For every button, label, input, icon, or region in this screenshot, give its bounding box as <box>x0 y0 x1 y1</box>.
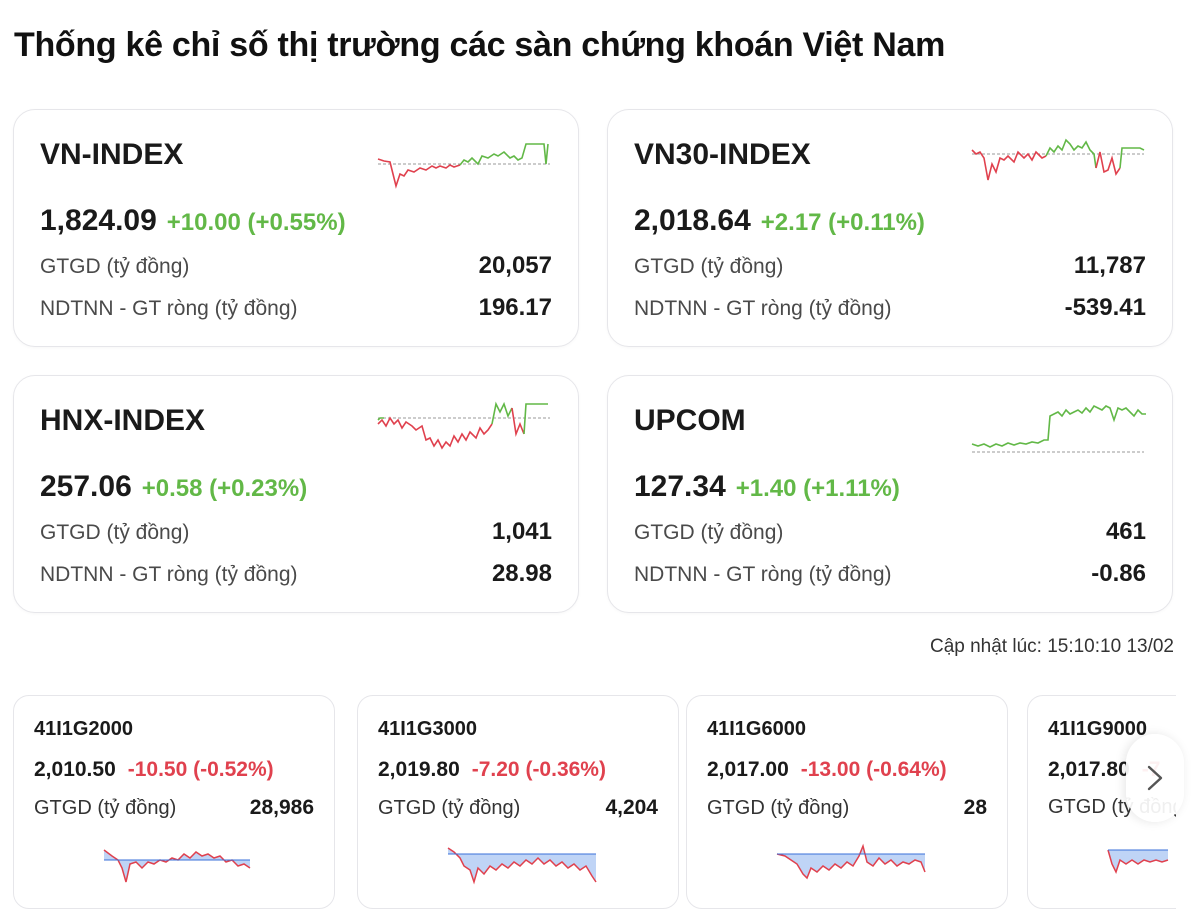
index-change: +1.40 (+1.11%) <box>735 475 900 502</box>
futures-value: 2,019.80 -7.20 (-0.36%) <box>378 758 606 781</box>
foreign-net-row: NDTNN - GT ròng (tỷ đồng) -539.41 <box>634 294 1146 321</box>
carousel-next-button[interactable] <box>1126 734 1184 822</box>
turnover-row: GTGD (tỷ đồng) 461 <box>634 518 1146 545</box>
futures-sparkline <box>1107 849 1169 874</box>
index-change: +10.00 (+0.55%) <box>166 209 346 236</box>
sparkline-chart <box>971 138 1145 181</box>
turnover-row: GTGD (tỷ đồng) 4,204 <box>378 796 658 819</box>
page-title: Thống kê chỉ số thị trường các sàn chứng… <box>14 26 946 64</box>
foreign-net-row: NDTNN - GT ròng (tỷ đồng) 196.17 <box>40 294 552 321</box>
index-name: HNX-INDEX <box>40 404 206 437</box>
futures-name: 41I1G6000 <box>707 718 806 740</box>
index-name: UPCOM <box>634 404 746 437</box>
futures-name: 41I1G2000 <box>34 718 133 740</box>
index-card-upcom[interactable]: UPCOM 127.34 +1.40 (+1.11%) GTGD (tỷ đồng… <box>607 375 1173 613</box>
futures-change: -13.00 (-0.64%) <box>800 758 947 781</box>
futures-value: 2,010.50 -10.50 (-0.52%) <box>34 758 274 781</box>
futures-sparkline <box>776 843 926 880</box>
index-change: +0.58 (+0.23%) <box>141 475 308 502</box>
futures-change: -7.20 (-0.36%) <box>471 758 606 781</box>
futures-value: 2,017.00 -13.00 (-0.64%) <box>707 758 947 781</box>
futures-card-41i1g3000[interactable]: 41I1G3000 2,019.80 -7.20 (-0.36%) GTGD (t… <box>357 695 679 909</box>
index-value: 127.34 +1.40 (+1.11%) <box>634 470 900 503</box>
sparkline-chart <box>971 404 1146 453</box>
futures-carousel[interactable]: 41I1G2000 2,010.50 -10.50 (-0.52%) GTGD (… <box>0 692 1176 912</box>
index-card-vn30-index[interactable]: VN30-INDEX 2,018.64 +2.17 (+0.11%) GTGD (… <box>607 109 1173 347</box>
futures-sparkline <box>447 847 597 885</box>
index-change: +2.17 (+0.11%) <box>760 209 925 236</box>
futures-name: 41I1G3000 <box>378 718 477 740</box>
turnover-row: GTGD (tỷ đồng) 28,986 <box>34 796 314 819</box>
turnover-row: GTGD (tỷ đồng) 20,057 <box>40 252 552 279</box>
chevron-right-icon <box>1147 765 1163 791</box>
index-value: 1,824.09 +10.00 (+0.55%) <box>40 204 346 237</box>
turnover-row: GTGD (tỷ đồng) 1,041 <box>40 518 552 545</box>
index-value: 257.06 +0.58 (+0.23%) <box>40 470 308 503</box>
turnover-row: GTGD (tỷ đồng) 28 <box>707 796 987 819</box>
futures-name: 41I1G9000 <box>1048 718 1147 740</box>
turnover-row: GTGD (tỷ đồng) 11,787 <box>634 252 1146 279</box>
index-value: 2,018.64 +2.17 (+0.11%) <box>634 204 925 237</box>
index-card-hnx-index[interactable]: HNX-INDEX 257.06 +0.58 (+0.23%) GTGD (tỷ … <box>13 375 579 613</box>
index-name: VN-INDEX <box>40 138 184 171</box>
foreign-net-row: NDTNN - GT ròng (tỷ đồng) 28.98 <box>40 560 552 587</box>
futures-card-41i1g6000[interactable]: 41I1G6000 2,017.00 -13.00 (-0.64%) GTGD (… <box>686 695 1008 909</box>
futures-card-41i1g2000[interactable]: 41I1G2000 2,010.50 -10.50 (-0.52%) GTGD (… <box>13 695 335 909</box>
futures-sparkline <box>103 849 251 883</box>
futures-change: -10.50 (-0.52%) <box>127 758 274 781</box>
sparkline-chart <box>377 401 550 450</box>
foreign-net-row: NDTNN - GT ròng (tỷ đồng) -0.86 <box>634 560 1146 587</box>
index-card-vn-index[interactable]: VN-INDEX 1,824.09 +10.00 (+0.55%) GTGD (t… <box>13 109 579 347</box>
updated-timestamp: Cập nhật lúc: 15:10:10 13/02 <box>929 636 1174 657</box>
index-name: VN30-INDEX <box>634 138 811 171</box>
sparkline-chart <box>377 143 550 189</box>
